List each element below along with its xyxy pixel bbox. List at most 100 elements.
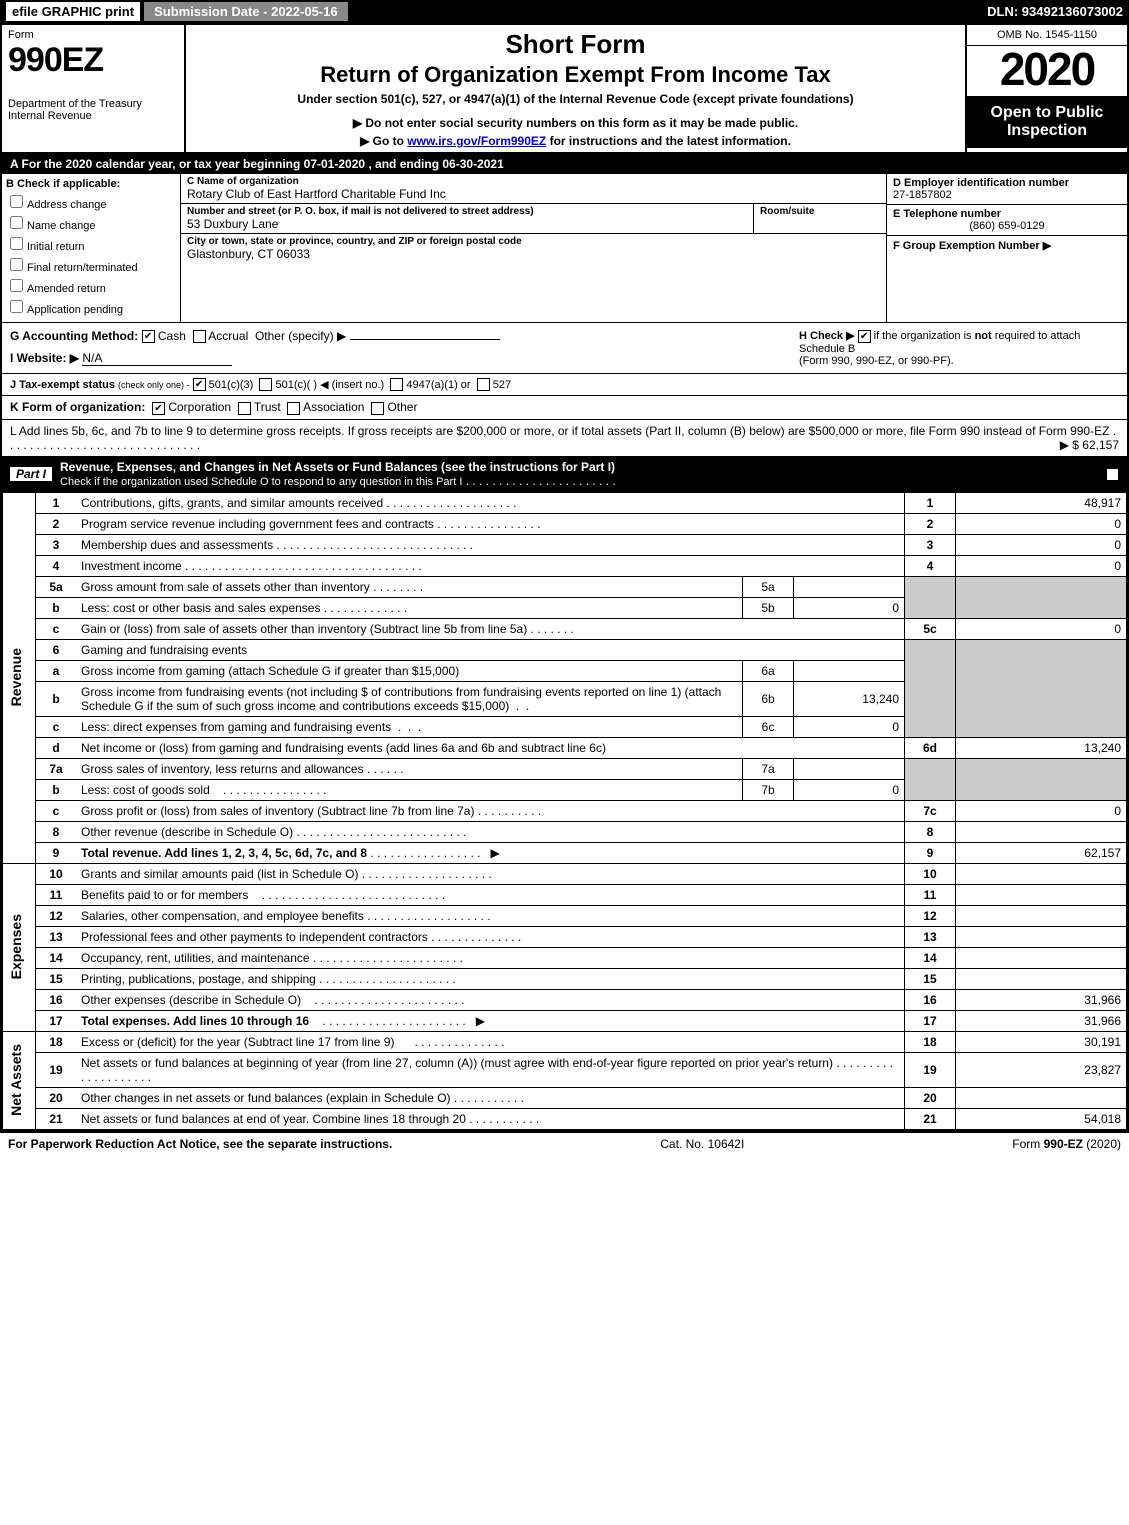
line-5a-desc: Gross amount from sale of assets other t… [81, 580, 370, 594]
line-6a-desc: Gross income from gaming (attach Schedul… [81, 664, 459, 678]
chk-schedule-o[interactable]: ✔ [1106, 468, 1119, 481]
line-5c-col: 5c [905, 618, 956, 639]
page-footer: For Paperwork Reduction Act Notice, see … [0, 1132, 1129, 1155]
line-6-no: 6 [36, 639, 77, 660]
top-bar: efile GRAPHIC print Submission Date - 20… [0, 0, 1129, 23]
goto-post: for instructions and the latest informat… [546, 134, 791, 148]
line-6-desc: Gaming and fundraising events [81, 643, 247, 657]
chk-other-org[interactable] [371, 402, 384, 415]
netassets-label: Net Assets [8, 1044, 24, 1116]
line-14-col: 14 [905, 947, 956, 968]
part1-table: Revenue 1 Contributions, gifts, grants, … [2, 492, 1127, 1130]
line-5b-val: 0 [794, 597, 905, 618]
line-7a-val [794, 758, 905, 779]
chk-501c[interactable] [259, 378, 272, 391]
chk-trust[interactable] [238, 402, 251, 415]
line-11-col: 11 [905, 884, 956, 905]
line-7b-no: b [36, 779, 77, 800]
line-10-amt [956, 863, 1127, 884]
line-7c-desc: Gross profit or (loss) from sales of inv… [81, 804, 474, 818]
line-15-desc: Printing, publications, postage, and shi… [81, 972, 316, 986]
website-value: N/A [82, 351, 232, 366]
line-14-desc: Occupancy, rent, utilities, and maintena… [81, 951, 310, 965]
tax-year-range: A For the 2020 calendar year, or tax yea… [2, 154, 1127, 174]
line-16-amt: 31,966 [956, 989, 1127, 1010]
part1-title: Revenue, Expenses, and Changes in Net As… [60, 460, 616, 488]
line-1-desc: Contributions, gifts, grants, and simila… [81, 496, 383, 510]
chk-amended-return[interactable]: Amended return [6, 276, 176, 295]
chk-accrual[interactable] [193, 330, 206, 343]
line-8-col: 8 [905, 821, 956, 842]
chk-name-change[interactable]: Name change [6, 213, 176, 232]
line-6a-sub: 6a [743, 660, 794, 681]
header-mid: Short Form Return of Organization Exempt… [186, 25, 965, 152]
line-18-col: 18 [905, 1031, 956, 1052]
line-6d-amt: 13,240 [956, 737, 1127, 758]
line-6c-desc: Less: direct expenses from gaming and fu… [81, 720, 391, 734]
chk-initial-return[interactable]: Initial return [6, 234, 176, 253]
line-7b-desc: Less: cost of goods sold [81, 783, 210, 797]
c-room-label: Room/suite [760, 206, 880, 217]
line-6b-sub: 6b [743, 681, 794, 716]
line-3-desc: Membership dues and assessments [81, 538, 273, 552]
line-11-no: 11 [36, 884, 77, 905]
line-15-amt [956, 968, 1127, 989]
line-20-amt [956, 1087, 1127, 1108]
chk-4947[interactable] [390, 378, 403, 391]
line-5c-desc: Gain or (loss) from sale of assets other… [81, 622, 527, 636]
e-label: E Telephone number [893, 208, 1121, 220]
line-18-no: 18 [36, 1031, 77, 1052]
line-9-col: 9 [905, 842, 956, 863]
header-right: OMB No. 1545-1150 2020 Open to Public In… [965, 25, 1127, 152]
chk-527[interactable] [477, 378, 490, 391]
line-12-desc: Salaries, other compensation, and employ… [81, 909, 364, 923]
d-label: D Employer identification number [893, 177, 1121, 189]
line-6b-desc: Gross income from fundraising events (no… [81, 685, 368, 699]
section-bcdef: B Check if applicable: Address change Na… [2, 174, 1127, 323]
phone-value: (860) 659-0129 [893, 220, 1121, 232]
line-18-desc: Excess or (deficit) for the year (Subtra… [81, 1035, 394, 1049]
line-5c-no: c [36, 618, 77, 639]
line-6a-no: a [36, 660, 77, 681]
chk-final-return[interactable]: Final return/terminated [6, 255, 176, 274]
dln-label: DLN: 93492136073002 [987, 4, 1123, 19]
box-c: C Name of organization Rotary Club of Ea… [181, 174, 886, 322]
tax-year: 2020 [967, 46, 1127, 96]
chk-address-change[interactable]: Address change [6, 192, 176, 211]
chk-501c3[interactable]: ✔ [193, 378, 206, 391]
line-9-desc: Total revenue. Add lines 1, 2, 3, 4, 5c,… [81, 846, 367, 860]
line-21-col: 21 [905, 1108, 956, 1129]
row-j: J Tax-exempt status (check only one) - ✔… [2, 373, 1127, 396]
line-13-amt [956, 926, 1127, 947]
goto-pre: ▶ Go to [360, 134, 407, 148]
org-city: Glastonbury, CT 06033 [187, 247, 880, 261]
efile-print-label[interactable]: efile GRAPHIC print [6, 2, 140, 21]
irs-link[interactable]: www.irs.gov/Form990EZ [407, 134, 546, 148]
chk-schedule-b[interactable]: ✔ [858, 330, 871, 343]
row-h: H Check ▶ ✔ if the organization is not r… [779, 329, 1119, 367]
line-13-col: 13 [905, 926, 956, 947]
f-label: F Group Exemption Number ▶ [893, 240, 1051, 252]
row-i: I Website: ▶ N/A [10, 351, 779, 366]
footer-left: For Paperwork Reduction Act Notice, see … [8, 1137, 392, 1151]
line-18-amt: 30,191 [956, 1031, 1127, 1052]
line-21-no: 21 [36, 1108, 77, 1129]
line-9-amt: 62,157 [956, 842, 1127, 863]
goto-link-row: ▶ Go to www.irs.gov/Form990EZ for instru… [196, 134, 955, 148]
line-1-amt: 48,917 [956, 492, 1127, 513]
line-5a-val [794, 576, 905, 597]
line-16-no: 16 [36, 989, 77, 1010]
chk-assoc[interactable] [287, 402, 300, 415]
chk-corp[interactable]: ✔ [152, 402, 165, 415]
revenue-label: Revenue [8, 648, 24, 706]
line-10-col: 10 [905, 863, 956, 884]
line-7b-val: 0 [794, 779, 905, 800]
line-6b-val: 13,240 [794, 681, 905, 716]
line-8-desc: Other revenue (describe in Schedule O) [81, 825, 293, 839]
form-number: 990EZ [8, 41, 178, 80]
chk-cash[interactable]: ✔ [142, 330, 155, 343]
line-2-amt: 0 [956, 513, 1127, 534]
line-9-no: 9 [36, 842, 77, 863]
chk-application-pending[interactable]: Application pending [6, 297, 176, 316]
line-17-amt: 31,966 [956, 1010, 1127, 1031]
